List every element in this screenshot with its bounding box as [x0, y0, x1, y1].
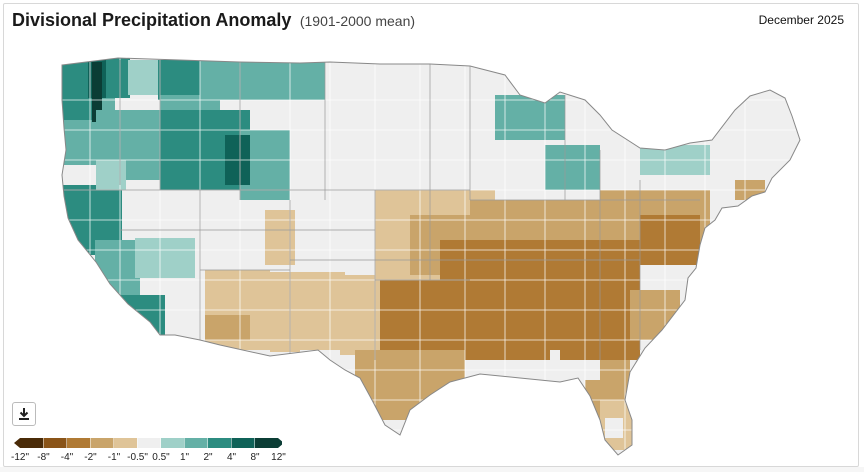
- download-button[interactable]: [12, 402, 36, 426]
- legend-swatch: [90, 438, 114, 448]
- legend-swatch: [161, 438, 184, 448]
- legend-label: 4": [226, 452, 237, 463]
- legend-swatch: [208, 438, 231, 448]
- legend-swatch: [114, 438, 137, 448]
- legend-max-arrow: [278, 438, 282, 448]
- legend-label: 8": [250, 452, 260, 463]
- period-label: December 2025: [758, 13, 844, 27]
- legend-swatch: [43, 438, 67, 448]
- bottom-strip: [0, 467, 864, 472]
- legend-label: -1": [107, 452, 121, 463]
- legend-swatch: [137, 438, 161, 448]
- legend-label: -0.5": [127, 452, 148, 463]
- legend-swatch: [20, 438, 43, 448]
- legend-label: 1": [179, 452, 190, 463]
- legend-label: -2": [84, 452, 97, 463]
- legend-label: -4": [60, 452, 74, 463]
- legend-color-bar: [14, 438, 282, 448]
- legend-label: 2": [203, 452, 213, 463]
- legend-swatch: [184, 438, 208, 448]
- title-row: Divisional Precipitation Anomaly (1901-2…: [12, 10, 415, 31]
- map-title: Divisional Precipitation Anomaly: [12, 10, 292, 30]
- download-icon: [19, 408, 29, 420]
- legend-label: -8": [37, 452, 50, 463]
- legend-min-arrow: [14, 438, 20, 448]
- legend-label: -12": [10, 452, 30, 463]
- legend-swatch: [255, 438, 278, 448]
- map-subtitle: (1901-2000 mean): [299, 13, 416, 29]
- legend-label: 12": [271, 452, 286, 463]
- legend-label: 0.5": [152, 452, 170, 463]
- legend-swatch: [231, 438, 255, 448]
- legend-swatch: [67, 438, 90, 448]
